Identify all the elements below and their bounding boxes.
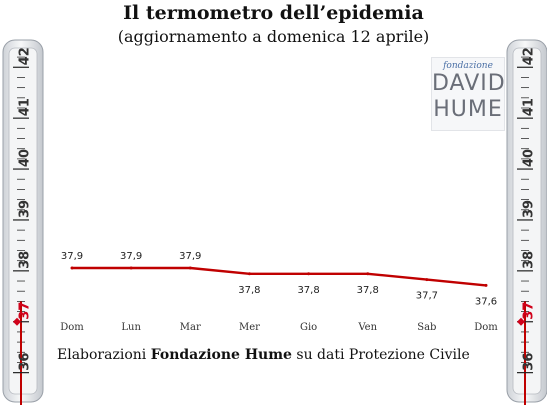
data-label: 37,8 (297, 285, 319, 296)
x-tick-label: Sab (417, 322, 436, 333)
data-label: 37,8 (357, 285, 379, 296)
data-point (425, 278, 429, 282)
data-label: 37,6 (475, 296, 497, 307)
thermometer-tick-label: 39 (18, 200, 33, 218)
thermometer-tick-label: 39 (522, 200, 537, 218)
source-suffix: su dati Protezione Civile (291, 347, 470, 363)
thermometer-tick-label: 36 (522, 353, 537, 371)
source-prefix: Elaborazioni (57, 347, 151, 363)
data-label: 37,9 (179, 251, 201, 262)
thermometer-tick-label: 41 (522, 98, 537, 116)
thermometer-tick-label: 37 (522, 302, 537, 320)
data-point (70, 266, 74, 270)
x-tick-label: Mar (180, 322, 201, 333)
data-point (188, 266, 192, 270)
thermometer-tick-label: 38 (522, 251, 537, 269)
plot-area: 37,9 37,9 37,9 37,8 37,8 37,8 37,7 37,6 Dom Lun Ma… (60, 251, 498, 333)
data-label: 37,9 (61, 251, 83, 262)
x-tick-label: Mer (239, 322, 260, 333)
x-tick-label: Dom (474, 322, 498, 333)
thermometer-tick-label: 37 (18, 302, 33, 320)
source-org: Fondazione Hume (150, 347, 292, 363)
data-label: 37,9 (120, 251, 142, 262)
data-point (366, 272, 370, 276)
thermometer-right: 36 37 38 39 40 41 42 (506, 39, 547, 405)
thermometer-tick-label: 42 (522, 47, 537, 65)
thermometer-tick-label: 42 (18, 47, 33, 65)
data-label: 37,7 (416, 291, 438, 302)
logo-line-fondazione: fondazione (443, 61, 493, 71)
data-point (129, 266, 133, 270)
normal-temperature-marker (13, 317, 21, 326)
chart-subtitle: (aggiornamento a domenica 12 aprile) (117, 27, 430, 46)
thermometer-tick-label: 41 (18, 98, 33, 116)
chart-title: Il termometro dell’epidemia (123, 2, 424, 24)
thermometer-scale-panel (8, 47, 38, 395)
x-tick-label: Lun (121, 322, 141, 333)
data-label: 37,8 (238, 285, 260, 296)
data-point (247, 272, 251, 276)
series-line (72, 266, 487, 287)
x-tick-label: Ven (357, 322, 377, 333)
x-tick-label: Dom (60, 322, 84, 333)
thermometer-scale-panel (512, 47, 542, 395)
source-note: Elaborazioni Fondazione Hume su dati Pro… (57, 347, 470, 363)
logo-line-hume: HUME (433, 97, 503, 122)
david-hume-logo: fondazione DAVID HUME (431, 57, 505, 131)
thermometer-tick-label: 36 (18, 353, 33, 371)
x-tick-label: Gio (300, 322, 317, 333)
thermometer-left: 36 37 38 39 40 41 42 (2, 39, 44, 405)
thermometer-tick-label: 40 (18, 149, 33, 167)
thermometer-tick-label: 38 (18, 251, 33, 269)
data-point (484, 283, 488, 287)
normal-temperature-marker (517, 317, 525, 326)
thermometer-tick-label: 40 (522, 149, 537, 167)
data-point (307, 272, 311, 276)
logo-line-david: DAVID (432, 71, 506, 96)
